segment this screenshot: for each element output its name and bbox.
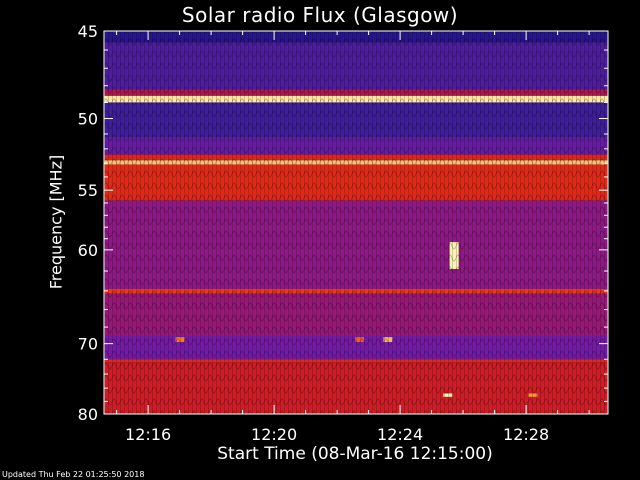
y-tick-label: 60 [78,241,98,260]
x-tick-label: 12:20 [251,425,297,444]
y-tick-label: 70 [78,335,98,354]
chart-title: Solar radio Flux (Glasgow) [181,3,459,27]
y-tick-label: 45 [78,22,98,41]
y-axis: 45 50 55 60 70 80 [78,22,608,424]
x-tick-label: 12:28 [503,425,549,444]
x-tick-label: 12:16 [125,425,171,444]
x-tick-label: 12:24 [377,425,423,444]
y-tick-label: 50 [78,110,98,129]
spectrogram-texture-stripes [104,31,608,414]
y-tick-label: 80 [78,405,98,424]
y-axis-label: Frequency [MHz] [46,154,66,290]
updated-timestamp: Updated Thu Feb 22 01:25:50 2018 [2,470,145,479]
x-axis-label: Start Time (08-Mar-16 12:15:00) [217,444,493,464]
x-axis: 12:16 12:20 12:24 12:28 [116,31,590,444]
plot-frame [103,30,609,415]
y-tick-label: 55 [78,181,98,200]
